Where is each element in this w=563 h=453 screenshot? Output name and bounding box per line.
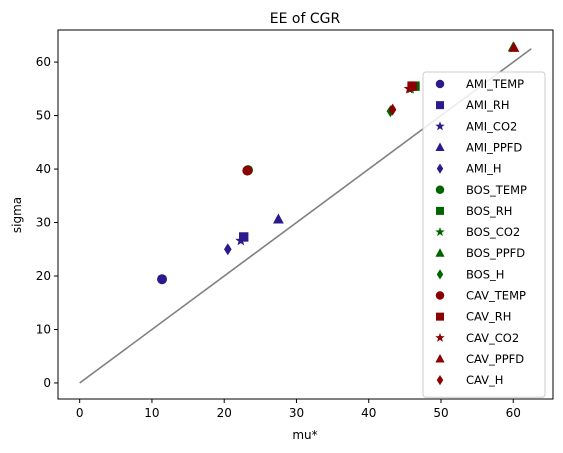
legend-marker-ami-ppfd — [435, 142, 445, 151]
legend-marker-ami-rh — [436, 101, 444, 110]
legend-marker-bos-ppfd — [435, 248, 445, 257]
y-tick-label: 0 — [43, 376, 51, 390]
legend-marker-ami-co2 — [435, 121, 445, 131]
legend: AMI_TEMP AMI_RH AMI_CO2 AMI_PPFD AMI_H BOS_TE… — [422, 71, 546, 398]
data-point-ami-co2 — [235, 234, 247, 246]
x-axis-label: mu* — [292, 428, 317, 442]
y-tick-label: 30 — [36, 216, 51, 230]
legend-label-cav-h: CAV_H — [466, 373, 503, 387]
x-tick-label: 20 — [217, 406, 232, 420]
legend-label-bos-temp: BOS_TEMP — [466, 183, 527, 197]
legend-marker-bos-rh — [436, 206, 444, 215]
legend-label-ami-ppfd: AMI_PPFD — [466, 140, 522, 154]
x-tick-label: 60 — [506, 406, 521, 420]
legend-label-ami-h: AMI_H — [466, 162, 502, 176]
legend-label-ami-co2: AMI_CO2 — [466, 119, 517, 133]
x-tick-label: 0 — [76, 406, 84, 420]
legend-label-cav-rh: CAV_RH — [466, 310, 511, 324]
data-point-ami-h — [224, 243, 232, 256]
x-tick-label: 10 — [144, 406, 159, 420]
legend-label-ami-temp: AMI_TEMP — [466, 77, 524, 91]
data-point-cav-temp — [242, 165, 253, 176]
data-point-ami-rh — [239, 232, 249, 242]
axis-ticks: 0 10 20 30 40 50 60 0 10 20 30 40 50 60 — [36, 55, 521, 420]
legend-marker-cav-ppfd — [435, 354, 445, 363]
data-point-cav-rh — [407, 81, 417, 91]
legend-marker-cav-rh — [436, 312, 444, 321]
legend-label-bos-co2: BOS_CO2 — [466, 225, 520, 239]
data-point-cav-ppfd — [508, 41, 520, 52]
data-point-ami-ppfd — [273, 213, 284, 224]
y-tick-label: 20 — [36, 269, 51, 283]
chart-title: EE of CGR — [270, 11, 341, 27]
legend-marker-cav-h — [436, 375, 444, 386]
data-point-ami-temp — [157, 274, 168, 285]
data-point-cav-co2 — [403, 83, 415, 94]
legend-label-ami-rh: AMI_RH — [466, 98, 510, 112]
y-tick-label: 10 — [36, 322, 51, 336]
legend-box — [422, 71, 546, 398]
x-tick-label: 30 — [289, 406, 304, 420]
legend-label-cav-temp: CAV_TEMP — [466, 289, 526, 303]
legend-marker-bos-co2 — [435, 227, 445, 237]
legend-marker-bos-temp — [435, 185, 445, 194]
data-point-cav-h — [388, 103, 397, 116]
legend-label-cav-ppfd: CAV_PPFD — [466, 352, 524, 366]
y-tick-label: 40 — [36, 162, 51, 176]
legend-label-bos-ppfd: BOS_PPFD — [466, 246, 525, 260]
legend-label-bos-rh: BOS_RH — [466, 204, 512, 218]
legend-label-bos-h: BOS_H — [466, 267, 504, 281]
legend-marker-cav-temp — [435, 291, 445, 300]
legend-marker-cav-co2 — [435, 332, 445, 342]
y-tick-label: 60 — [36, 55, 51, 69]
legend-marker-ami-h — [436, 163, 444, 174]
y-axis-label: sigma — [10, 197, 24, 233]
plot-frame — [57, 29, 554, 400]
y-tick-label: 50 — [36, 109, 51, 123]
x-tick-label: 40 — [361, 406, 376, 420]
legend-marker-ami-temp — [435, 79, 445, 89]
legend-marker-bos-h — [436, 269, 444, 280]
legend-label-cav-co2: CAV_CO2 — [466, 331, 519, 345]
x-tick-label: 50 — [433, 406, 448, 420]
